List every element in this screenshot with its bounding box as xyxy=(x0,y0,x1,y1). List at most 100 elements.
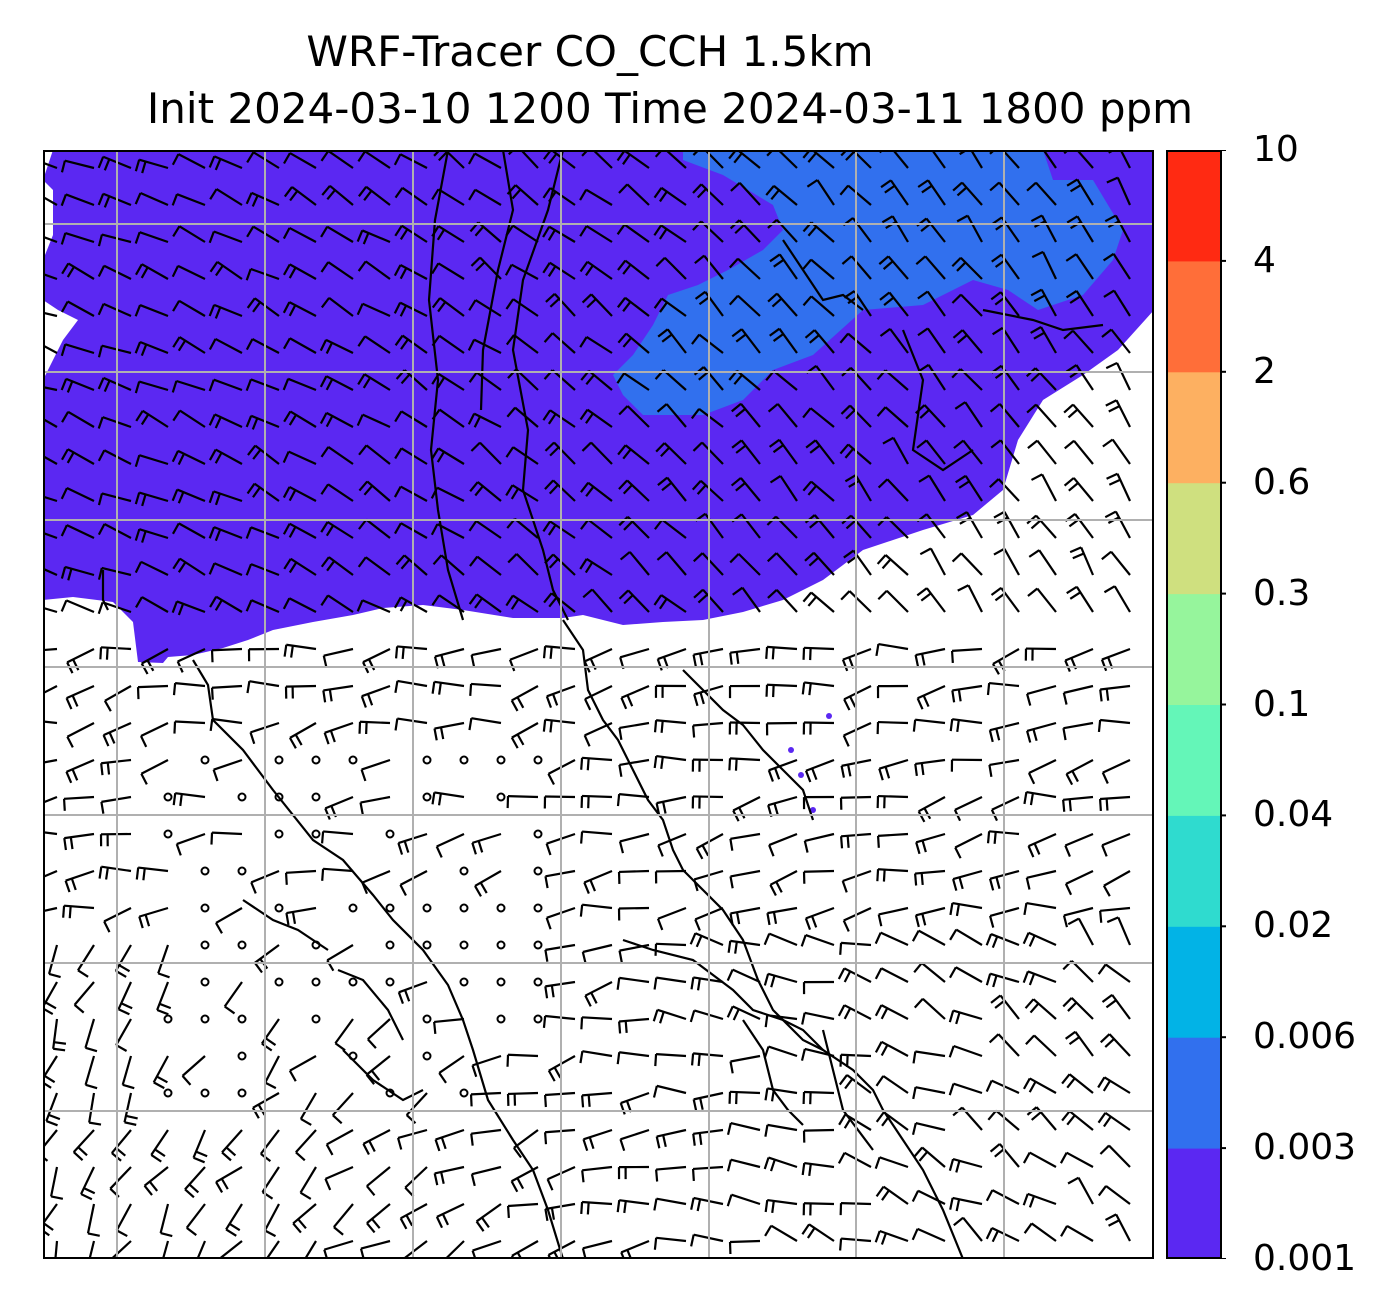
wind-barb-flag xyxy=(177,453,185,466)
wind-barb-shaft xyxy=(740,403,761,428)
wind-barb-shaft xyxy=(803,646,835,651)
wind-barb-shaft xyxy=(700,183,724,206)
wind-barb-flag xyxy=(948,1045,955,1058)
wind-barb-flag xyxy=(579,409,589,421)
wind-barb-flag xyxy=(840,404,851,415)
wind-barb-flag xyxy=(139,735,148,748)
wind-barb-flag xyxy=(393,153,402,166)
wind-barb-shaft xyxy=(1063,721,1094,730)
wind-barb-flag xyxy=(1029,792,1035,806)
wind-barb-shaft xyxy=(1028,931,1057,947)
wind-barb-flag xyxy=(617,332,628,344)
wind-barb-flag xyxy=(474,885,482,897)
wind-barb-shaft xyxy=(624,259,650,280)
wind-barb-shaft xyxy=(215,188,243,206)
wind-barb-shaft xyxy=(952,1158,983,1169)
wind-barb-shaft xyxy=(586,260,613,280)
wind-barb-flag xyxy=(134,492,141,505)
wind-barb-flag xyxy=(134,341,142,354)
wind-barb-flag xyxy=(433,1173,439,1186)
wind-barb-shaft xyxy=(43,495,58,503)
colorbar xyxy=(1166,150,1226,1259)
wind-barb-flag xyxy=(1028,1081,1037,1093)
wind-barb-shaft xyxy=(362,1129,391,1145)
wind-barb-shaft xyxy=(991,796,1020,811)
wind-barb-flag xyxy=(507,368,518,379)
wind-barb-flag xyxy=(586,1202,590,1215)
wind-barb-shaft xyxy=(156,981,170,1011)
wind-barb-shaft xyxy=(67,410,95,428)
wind-barb-shaft xyxy=(810,221,835,243)
wind-barb-flag xyxy=(214,529,222,542)
wind-barb-flag xyxy=(585,374,595,385)
wind-barb-shaft xyxy=(882,1185,909,1205)
wind-barb-flag xyxy=(694,290,706,300)
wind-barb-flag xyxy=(661,333,673,343)
wind-barb-shaft xyxy=(767,972,798,984)
wind-barb-shaft xyxy=(879,1156,909,1169)
wind-barb-flag xyxy=(957,689,962,702)
wind-barb-shaft xyxy=(803,1202,835,1206)
wind-barb-flag xyxy=(329,730,336,743)
wind-barb-flag xyxy=(208,562,216,575)
wind-barb-flag xyxy=(986,682,991,696)
wind-barb-shaft xyxy=(436,1203,465,1218)
wind-barb-shaft xyxy=(161,1240,170,1259)
wind-barb-flag xyxy=(951,293,962,304)
wind-barb-shaft xyxy=(324,721,354,734)
wind-barb-flag xyxy=(955,903,961,917)
wind-barb-shaft xyxy=(890,179,909,206)
wind-barb-shaft xyxy=(176,379,206,392)
wind-barb-shaft xyxy=(66,524,95,539)
wind-barb-flag xyxy=(697,1053,701,1067)
wind-barb-flag xyxy=(1104,1213,1117,1221)
wind-barb-shaft xyxy=(804,832,835,842)
wind-barb-flag xyxy=(437,793,442,806)
wind-barb-flag xyxy=(652,1085,658,1098)
wind-barb-flag xyxy=(994,999,1006,1009)
wind-barb-shaft xyxy=(769,870,798,886)
wind-barb-shaft xyxy=(964,401,983,428)
wind-barb-flag xyxy=(319,412,328,424)
wind-barb-flag xyxy=(473,416,482,428)
wind-barb-flag xyxy=(1025,877,1031,890)
wind-barb-flag xyxy=(440,654,446,667)
wind-barb-flag xyxy=(65,771,73,784)
wind-barb-shaft xyxy=(701,552,724,576)
wind-barb-flag xyxy=(991,253,1003,263)
wind-barb-shaft xyxy=(434,647,465,658)
wind-barb-flag xyxy=(394,410,403,423)
wind-barb-flag xyxy=(844,474,857,483)
wind-barb-flag xyxy=(548,191,557,203)
wind-barb-shaft xyxy=(930,150,946,169)
wind-barb-flag xyxy=(172,558,181,570)
wind-barb-flag xyxy=(172,683,177,696)
wind-barb-flag xyxy=(1097,1185,1107,1197)
wind-barb-shaft xyxy=(254,444,280,465)
wind-barb-shaft xyxy=(587,518,613,539)
wind-barb-shaft xyxy=(117,981,133,1010)
wind-barb-flag xyxy=(545,293,556,303)
wind-barb-shaft xyxy=(215,448,243,465)
wind-barb-flag xyxy=(990,587,1002,596)
wind-barb-flag xyxy=(397,991,404,1004)
wind-barb-flag xyxy=(370,1069,381,1081)
wind-barb-flag xyxy=(1023,791,1028,805)
wind-barb-flag xyxy=(325,524,335,537)
wind-barb-flag xyxy=(77,1146,88,1157)
wind-barb-shaft xyxy=(141,648,169,665)
wind-barb-flag xyxy=(543,332,554,343)
wind-barb-shaft xyxy=(925,513,946,539)
wind-barb-flag xyxy=(245,415,253,428)
wind-barb-shaft xyxy=(366,480,391,502)
wind-barb-shaft xyxy=(877,720,909,725)
wind-barb-shaft xyxy=(1033,1034,1057,1057)
tracer-map[interactable] xyxy=(43,150,1154,1259)
colorbar-tick-label: 0.001 xyxy=(1253,1238,1357,1279)
wind-barb-shaft xyxy=(586,225,613,243)
wind-barb-flag xyxy=(880,1232,887,1245)
wind-barb-flag xyxy=(884,766,891,779)
wind-barb-flag xyxy=(880,179,892,189)
wind-barb-flag xyxy=(1026,730,1032,743)
wind-barb-shaft xyxy=(438,373,465,391)
